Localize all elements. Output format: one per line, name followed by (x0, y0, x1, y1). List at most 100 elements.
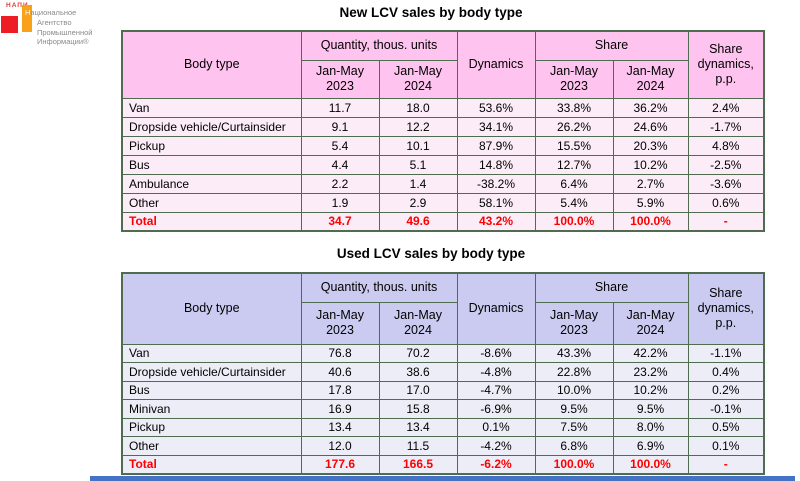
header-row-periods: Jan-May 2023 Jan-May 2024 Jan-May 2023 J… (122, 59, 764, 99)
qty-2023-cell: 13.4 (300, 417, 380, 437)
body-type-cell: Other (121, 192, 302, 213)
body-type-cell: Pickup (121, 417, 302, 437)
table-row: Total 177.6 166.5 -6.2% 100.0% 100.0% - (121, 454, 765, 474)
qty-2023-cell: 16.9 (300, 399, 380, 419)
share-2023-cell: 6.4% (534, 173, 614, 194)
share-dynamics-cell: -2.5% (687, 154, 765, 175)
share-2024-cell: 2.7% (612, 173, 689, 194)
body-type-cell: Dropside vehicle/Curtainsider (121, 116, 302, 137)
share-2024-cell: 100.0% (612, 454, 689, 474)
share-2023-cell: 9.5% (534, 399, 614, 419)
share-2024-cell: 23.2% (612, 362, 689, 382)
qty-2024-cell: 49.6 (378, 211, 458, 232)
napi-logo: НАПИ Национальное Агентство Промышленной… (0, 0, 115, 62)
column-header-share-dynamics: Share dynamics, p.p. (687, 272, 765, 345)
share-dynamics-cell: 0.4% (687, 362, 765, 382)
qty-2023-cell: 34.7 (300, 211, 380, 232)
qty-2023-cell: 177.6 (300, 454, 380, 474)
share-dynamics-cell: 4.8% (687, 135, 765, 156)
column-header-share-2023: Jan-May 2023 (534, 301, 614, 345)
table-row: Pickup 13.4 13.4 0.1% 7.5% 8.0% 0.5% (121, 417, 765, 437)
dynamics-cell: 14.8% (456, 154, 536, 175)
share-2023-cell: 15.5% (534, 135, 614, 156)
table-body: Van 11.7 18.0 53.6% 33.8% 36.2% 2.4% Dro… (121, 97, 765, 232)
qty-2023-cell: 5.4 (300, 135, 380, 156)
header-row-groups: Body type Quantity, thous. units Dynamic… (121, 272, 765, 345)
qty-2023-cell: 2.2 (300, 173, 380, 194)
share-2023-cell: 10.0% (534, 380, 614, 400)
share-2024-cell: 24.6% (612, 116, 689, 137)
table-row: Ambulance 2.2 1.4 -38.2% 6.4% 2.7% -3.6% (121, 173, 765, 194)
column-header-quantity-group: Quantity, thous. units (300, 30, 458, 61)
qty-2023-cell: 11.7 (300, 97, 380, 118)
qty-2024-cell: 10.1 (378, 135, 458, 156)
share-2023-cell: 26.2% (534, 116, 614, 137)
share-dynamics-cell: 2.4% (687, 97, 765, 118)
dynamics-cell: 0.1% (456, 417, 536, 437)
qty-2024-cell: 70.2 (378, 343, 458, 363)
share-dynamics-cell: -1.1% (687, 343, 765, 363)
dynamics-cell: 53.6% (456, 97, 536, 118)
dynamics-cell: 34.1% (456, 116, 536, 137)
column-header-share-2024: Jan-May 2024 (612, 301, 689, 345)
dynamics-cell: -6.9% (456, 399, 536, 419)
column-header-share-group: Share (534, 272, 689, 303)
share-dynamics-cell: -3.6% (687, 173, 765, 194)
table-row: Dropside vehicle/Curtainsider 40.6 38.6 … (121, 362, 765, 382)
share-2024-cell: 20.3% (612, 135, 689, 156)
share-2023-cell: 6.8% (534, 436, 614, 456)
share-dynamics-cell: 0.1% (687, 436, 765, 456)
column-header-share-2024: Jan-May 2024 (612, 59, 689, 99)
qty-2024-cell: 11.5 (378, 436, 458, 456)
table-row: Bus 17.8 17.0 -4.7% 10.0% 10.2% 0.2% (121, 380, 765, 400)
dynamics-cell: -4.8% (456, 362, 536, 382)
logo-org-line: Национальное (25, 8, 77, 17)
new-lcv-table-title: New LCV sales by body type (339, 5, 523, 20)
dynamics-cell: 87.9% (456, 135, 536, 156)
logo-org-line: Агентство (37, 17, 72, 27)
logo-orange-square-icon (22, 5, 32, 32)
qty-2024-cell: 1.4 (378, 173, 458, 194)
table-row: Other 12.0 11.5 -4.2% 6.8% 6.9% 0.1% (121, 436, 765, 456)
qty-2023-cell: 9.1 (300, 116, 380, 137)
body-type-cell: Total (121, 211, 302, 232)
table-body: Van 76.8 70.2 -8.6% 43.3% 42.2% -1.1% Dr… (121, 343, 765, 474)
table-row: Pickup 5.4 10.1 87.9% 15.5% 20.3% 4.8% (121, 135, 765, 156)
qty-2024-cell: 17.0 (378, 380, 458, 400)
qty-2023-cell: 1.9 (300, 192, 380, 213)
share-dynamics-cell: - (687, 454, 765, 474)
column-header-qty-2023: Jan-May 2023 (300, 301, 380, 345)
dynamics-cell: -4.7% (456, 380, 536, 400)
table-row: Bus 4.4 5.1 14.8% 12.7% 10.2% -2.5% (121, 154, 765, 175)
share-2024-cell: 6.9% (612, 436, 689, 456)
share-dynamics-cell: -1.7% (687, 116, 765, 137)
column-header-body-type: Body type (121, 272, 302, 345)
share-2023-cell: 12.7% (534, 154, 614, 175)
table-row: Dropside vehicle/Curtainsider 9.1 12.2 3… (121, 116, 765, 137)
share-2024-cell: 10.2% (612, 154, 689, 175)
column-header-dynamics: Dynamics (456, 30, 536, 99)
column-header-qty-2024: Jan-May 2024 (378, 301, 458, 345)
column-header-share-group: Share (534, 30, 689, 61)
table-row: Van 11.7 18.0 53.6% 33.8% 36.2% 2.4% (121, 97, 765, 118)
footer-accent-bar (90, 476, 795, 481)
qty-2024-cell: 38.6 (378, 362, 458, 382)
logo-org-line: Промышленной (37, 27, 93, 37)
column-header-dynamics: Dynamics (456, 272, 536, 345)
logo-red-square-icon (1, 16, 18, 33)
share-dynamics-cell: 0.2% (687, 380, 765, 400)
column-header-qty-2023: Jan-May 2023 (300, 59, 380, 99)
column-header-body-type: Body type (121, 30, 302, 99)
share-2024-cell: 5.9% (612, 192, 689, 213)
qty-2024-cell: 12.2 (378, 116, 458, 137)
logo-org-line: Информации® (37, 37, 89, 47)
dynamics-cell: -4.2% (456, 436, 536, 456)
share-2024-cell: 10.2% (612, 380, 689, 400)
share-2023-cell: 100.0% (534, 211, 614, 232)
used-lcv-table: Body type Quantity, thous. units Dynamic… (121, 272, 766, 475)
qty-2024-cell: 13.4 (378, 417, 458, 437)
column-header-share-dynamics: Share dynamics, p.p. (687, 30, 765, 99)
new-lcv-table: Body type Quantity, thous. units Dynamic… (121, 30, 766, 232)
share-dynamics-cell: - (687, 211, 765, 232)
used-lcv-table-title: Used LCV sales by body type (336, 246, 526, 261)
